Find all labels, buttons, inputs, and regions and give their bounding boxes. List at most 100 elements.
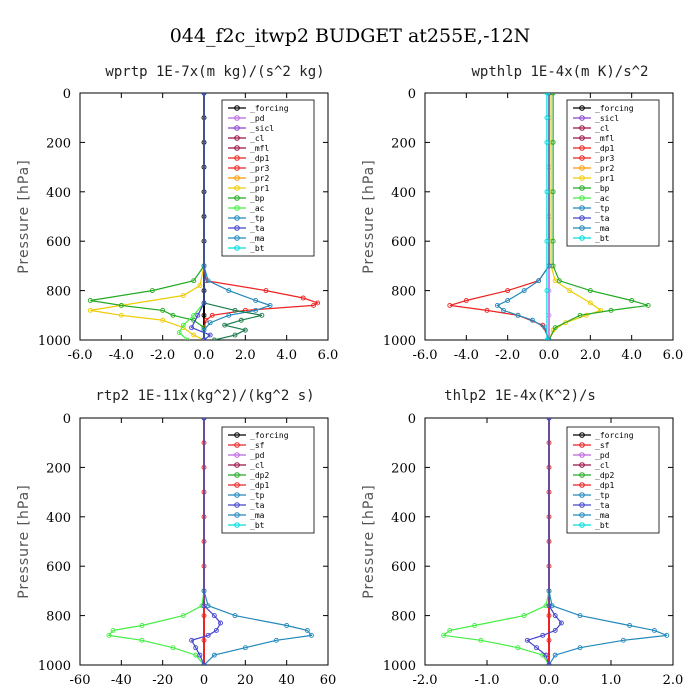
data-point xyxy=(549,603,555,609)
data-point xyxy=(311,302,316,308)
data-point xyxy=(620,637,626,643)
data-point xyxy=(540,632,546,638)
x-tick-label: 4.0 xyxy=(621,348,642,363)
y-tick-label: 1000 xyxy=(38,334,71,349)
data-point xyxy=(201,418,207,421)
legend-marker xyxy=(234,245,240,251)
data-point xyxy=(546,662,552,665)
data-point xyxy=(629,298,635,303)
legend: _forcing_pd_sicl_cl_mfl_dp1_pr3_pr2_pr1_… xyxy=(221,99,315,257)
legend-label: _cl xyxy=(595,461,610,470)
data-point xyxy=(226,312,232,318)
series-group xyxy=(106,418,314,665)
legend-label: _ac xyxy=(250,204,265,213)
x-tick-label: -60 xyxy=(70,673,91,688)
legend-marker xyxy=(234,452,240,458)
x-tick-label: -20 xyxy=(152,673,173,688)
data-point xyxy=(211,652,217,658)
panel-title: wprtp 1E-7x(m kg)/(s^2 kg) xyxy=(105,64,324,80)
legend-label: _mfl xyxy=(250,144,269,153)
legend-marker xyxy=(579,502,585,508)
data-point xyxy=(546,418,552,421)
data-point xyxy=(441,632,447,638)
legend-label: _pr2 xyxy=(595,164,614,173)
y-tick-label: 800 xyxy=(46,610,71,625)
x-tick-label: -4.0 xyxy=(109,348,134,363)
legend: _forcing_sf_pd_cl_dp2_dp1_tp_ta_ma_bt xyxy=(221,426,315,534)
x-tick-label: -4.0 xyxy=(454,348,479,363)
legend-marker xyxy=(579,205,585,211)
y-tick-label: 400 xyxy=(46,186,71,201)
data-point xyxy=(139,637,145,643)
legend-label: _dp2 xyxy=(250,471,269,480)
data-point xyxy=(259,312,265,318)
x-tick-label: 60 xyxy=(320,673,337,688)
series-line xyxy=(190,93,212,340)
legend-marker xyxy=(579,125,585,131)
legend-label: _pd xyxy=(250,114,265,123)
data-point xyxy=(315,300,321,306)
data-point xyxy=(300,295,306,301)
legend-label: _sicl xyxy=(250,124,274,133)
legend-marker xyxy=(234,155,240,161)
x-tick-label: 2.0 xyxy=(663,673,684,688)
x-tick-label: 0 xyxy=(200,673,208,688)
data-point xyxy=(544,115,550,121)
series-line xyxy=(90,93,205,340)
data-point xyxy=(185,337,190,340)
x-tick-label: 20 xyxy=(237,673,254,688)
data-point xyxy=(577,613,583,619)
y-tick-label: 0 xyxy=(408,412,416,427)
y-tick-label: 800 xyxy=(46,285,71,300)
data-point xyxy=(218,620,223,626)
data-point xyxy=(546,337,552,340)
data-point xyxy=(232,307,238,313)
series-line xyxy=(548,93,649,340)
series-line xyxy=(203,93,263,340)
legend-marker xyxy=(579,492,585,498)
data-point xyxy=(550,93,556,96)
legend-label: _bp xyxy=(250,194,265,203)
legend-label: _tp xyxy=(250,491,265,500)
data-point xyxy=(222,322,228,328)
y-tick-label: 800 xyxy=(391,610,416,625)
data-point xyxy=(543,603,549,609)
data-point xyxy=(546,603,552,609)
legend-marker xyxy=(579,482,585,488)
y-axis-label: Pressure [hPa] xyxy=(361,484,377,598)
data-point xyxy=(550,189,556,195)
legend-label: _dp1 xyxy=(595,481,614,490)
legend-marker xyxy=(579,512,585,518)
y-tick-label: 400 xyxy=(391,186,416,201)
legend-label: _dp1 xyxy=(250,481,269,490)
panel-title: thlp2 1E-4x(K^2)/s xyxy=(444,388,596,404)
legend-marker xyxy=(579,215,585,221)
data-point xyxy=(536,278,542,284)
y-tick-label: 1000 xyxy=(38,659,71,674)
data-point xyxy=(253,307,259,313)
data-point xyxy=(180,293,186,298)
y-axis-label: Pressure [hPa] xyxy=(16,484,32,598)
series-line xyxy=(442,418,550,665)
data-point xyxy=(563,320,568,326)
legend-label: _bp xyxy=(595,184,610,193)
data-point xyxy=(189,637,195,643)
data-point xyxy=(232,332,238,338)
data-point xyxy=(546,613,552,619)
data-point xyxy=(550,139,556,145)
data-point xyxy=(207,320,213,326)
y-tick-label: 800 xyxy=(391,285,416,300)
legend-label: _bt xyxy=(250,521,265,530)
series-line xyxy=(203,93,272,340)
y-tick-label: 400 xyxy=(46,511,71,526)
data-point xyxy=(472,623,478,628)
data-point xyxy=(195,312,201,318)
legend-label: _pr2 xyxy=(250,174,269,183)
legend-label: _ta xyxy=(595,501,610,510)
data-point xyxy=(544,189,550,195)
legend-marker xyxy=(579,195,585,201)
legend-label: _dp1 xyxy=(250,154,269,163)
data-point xyxy=(478,637,484,643)
data-point xyxy=(494,302,500,308)
